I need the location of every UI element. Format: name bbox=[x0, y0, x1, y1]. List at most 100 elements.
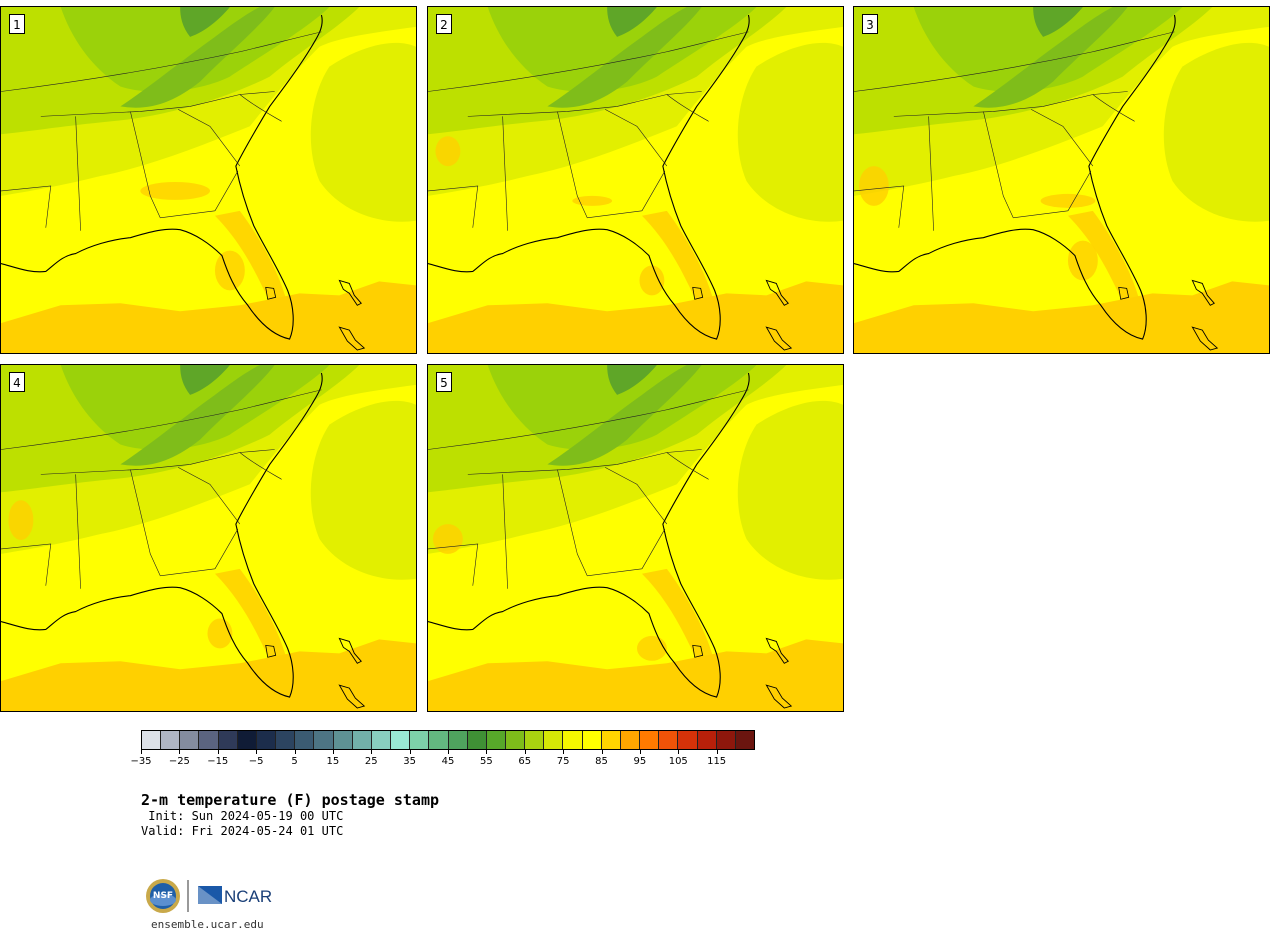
colorbar-tick-label: 75 bbox=[556, 756, 570, 767]
panel-number-label: 1 bbox=[9, 14, 25, 34]
colorbar-tick-mark bbox=[294, 750, 296, 754]
temperature-map bbox=[1, 7, 416, 353]
coastline bbox=[854, 14, 1176, 340]
appalachian-cool-band bbox=[607, 7, 657, 37]
colorbar-swatch bbox=[544, 731, 564, 749]
colorbar-tick-label: 95 bbox=[633, 756, 647, 767]
appalachian-cool-band bbox=[547, 365, 702, 466]
svg-text:NSF: NSF bbox=[153, 891, 173, 901]
member-panel-1: 1 bbox=[0, 6, 417, 354]
colorbar-swatch bbox=[735, 731, 754, 749]
state-border bbox=[467, 449, 702, 475]
temperature-map bbox=[428, 7, 843, 353]
warm-patch bbox=[207, 618, 233, 649]
colorbar-tick-mark bbox=[217, 750, 219, 754]
temperature-map bbox=[854, 7, 1269, 353]
colorbar-tick-label: 25 bbox=[364, 756, 378, 767]
colorbar-swatch bbox=[563, 731, 583, 749]
land-temperature-band bbox=[487, 365, 757, 450]
state-border bbox=[893, 91, 1128, 117]
valid-time: Valid: Fri 2024-05-24 01 UTC bbox=[141, 824, 344, 838]
colorbar-tick-label: −25 bbox=[168, 756, 190, 767]
colorbar-tick-mark bbox=[256, 750, 258, 754]
bahamas-outline bbox=[765, 279, 789, 306]
bahamas-outline bbox=[765, 684, 793, 709]
state-border bbox=[467, 91, 702, 117]
land-temperature-band bbox=[60, 7, 330, 92]
lake-okeechobee-outline bbox=[692, 286, 704, 300]
warm-patch bbox=[572, 195, 613, 206]
colorbar-swatch bbox=[582, 731, 602, 749]
state-border bbox=[1031, 109, 1094, 167]
colorbar-tick-mark bbox=[716, 750, 718, 754]
appalachian-cool-band bbox=[1033, 7, 1083, 37]
gulf-warm-region bbox=[854, 281, 1269, 353]
member-panel-5: 5 bbox=[427, 364, 844, 712]
gulf-warm-region bbox=[428, 281, 843, 353]
atlantic-cool-region bbox=[737, 42, 843, 222]
state-border bbox=[428, 389, 749, 450]
lake-okeechobee-outline bbox=[692, 644, 704, 658]
lake-okeechobee-outline bbox=[265, 286, 277, 300]
state-border bbox=[130, 111, 161, 218]
colorbar-swatch bbox=[486, 731, 506, 749]
state-border bbox=[1067, 170, 1092, 211]
state-border bbox=[160, 210, 216, 219]
colorbar-swatch bbox=[620, 731, 641, 749]
coastline bbox=[1, 14, 323, 340]
colorbar-tick-label: 105 bbox=[668, 756, 688, 767]
land-temperature-band bbox=[913, 7, 1183, 92]
bahamas-outline bbox=[338, 279, 362, 306]
colorbar-ticks: −35 −25 −15 −5 5 15 25 35 45 55 65 75 85 95 105 115 bbox=[130, 750, 755, 772]
state-border bbox=[1013, 210, 1069, 219]
colorbar-tick-label: 5 bbox=[291, 756, 298, 767]
state-border bbox=[428, 543, 479, 586]
coastline bbox=[428, 372, 750, 698]
state-border bbox=[854, 31, 1175, 92]
state-border bbox=[587, 210, 643, 219]
warm-patch bbox=[214, 250, 245, 291]
bahamas-outline bbox=[338, 684, 366, 709]
state-border bbox=[75, 116, 81, 231]
warm-patch bbox=[432, 524, 463, 554]
state-border bbox=[214, 528, 239, 569]
atlantic-cool-region bbox=[310, 400, 416, 580]
land-temperature-band bbox=[487, 7, 757, 92]
colorbar-tick-mark bbox=[332, 750, 334, 754]
colorbar-swatch bbox=[295, 731, 315, 749]
colorbar-swatch bbox=[467, 731, 487, 749]
colorbar-tick-mark bbox=[563, 750, 565, 754]
colorbar-swatch bbox=[333, 731, 353, 749]
state-border bbox=[1, 389, 322, 450]
warm-patch bbox=[636, 635, 667, 661]
state-border bbox=[75, 474, 81, 589]
colorbar-swatch bbox=[601, 731, 621, 749]
colorbar-swatch bbox=[505, 731, 526, 749]
colorbar-tick-mark bbox=[409, 750, 411, 754]
state-border bbox=[854, 185, 905, 228]
colorbar-tick-label: −5 bbox=[248, 756, 264, 767]
atlantic-cool-region bbox=[737, 400, 843, 580]
state-border bbox=[605, 467, 668, 525]
state-border bbox=[214, 170, 239, 211]
member-panel-4: 4 bbox=[0, 364, 417, 712]
warm-patch bbox=[639, 265, 665, 296]
colorbar-tick-label: 15 bbox=[326, 756, 340, 767]
title-block: 2-m temperature (F) postage stamp Init: … bbox=[141, 791, 439, 839]
colorbar-tick-mark bbox=[524, 750, 526, 754]
plot-title: 2-m temperature (F) postage stamp bbox=[141, 791, 440, 809]
nsf-logo-icon: NSF bbox=[146, 879, 180, 913]
state-border bbox=[239, 452, 282, 480]
state-border bbox=[983, 111, 1014, 218]
state-border bbox=[666, 94, 709, 122]
state-border bbox=[428, 31, 749, 92]
lake-okeechobee-outline bbox=[265, 644, 277, 658]
state-border bbox=[666, 452, 709, 480]
member-panel-3: 3 bbox=[853, 6, 1270, 354]
appalachian-cool-band bbox=[180, 365, 230, 395]
ncar-logo-icon: NCAR bbox=[198, 886, 272, 906]
state-border bbox=[1092, 94, 1135, 122]
gulf-warm-region bbox=[1, 639, 416, 711]
coastline bbox=[428, 14, 750, 340]
panel-number-label: 2 bbox=[436, 14, 452, 34]
